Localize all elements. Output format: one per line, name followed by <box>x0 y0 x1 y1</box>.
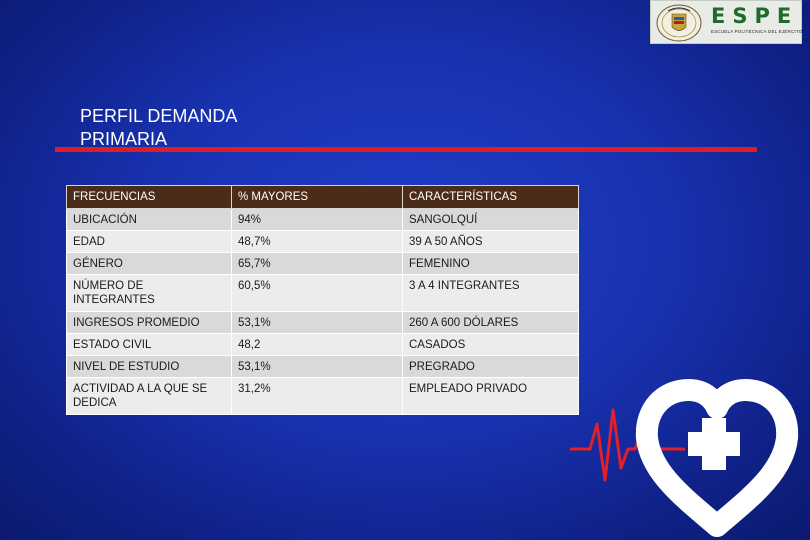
cell-frecuencia: EDAD <box>66 230 232 253</box>
cell-frecuencia: ESTADO CIVIL <box>66 333 232 356</box>
table-row: ESTADO CIVIL 48,2 CASADOS <box>66 333 579 356</box>
table-row: INGRESOS PROMEDIO 53,1% 260 A 600 DÓLARE… <box>66 311 579 334</box>
column-header-caracteristicas: CARACTERÍSTICAS <box>402 185 579 209</box>
cell-frecuencia: INGRESOS PROMEDIO <box>66 311 232 334</box>
cell-mayores: 53,1% <box>231 355 403 378</box>
cell-caracteristica: CASADOS <box>402 333 579 356</box>
cell-frecuencia: NÚMERO DE INTEGRANTES <box>66 274 232 312</box>
cell-mayores: 48,7% <box>231 230 403 253</box>
table-row: GÉNERO 65,7% FEMENINO <box>66 252 579 275</box>
cell-mayores: 31,2% <box>231 377 403 415</box>
table-row: NIVEL DE ESTUDIO 53,1% PREGRADO <box>66 355 579 378</box>
cell-mayores: 65,7% <box>231 252 403 275</box>
table-row: ACTIVIDAD A LA QUE SE DEDICA 31,2% EMPLE… <box>66 377 579 415</box>
heart-with-cross-ecg-icon <box>570 379 799 537</box>
table-row: UBICACIÓN 94% SANGOLQUÍ <box>66 208 579 231</box>
column-header-frecuencias: FRECUENCIAS <box>66 185 232 209</box>
page-title-line-1: PERFIL DEMANDA <box>80 106 238 126</box>
page-title: PERFIL DEMANDA PRIMARIA <box>80 105 237 151</box>
table-row: EDAD 48,7% 39 A 50 AÑOS <box>66 230 579 253</box>
logo-title: ESPE <box>711 4 799 28</box>
cell-caracteristica: EMPLEADO PRIVADO <box>402 377 579 415</box>
cell-caracteristica: FEMENINO <box>402 252 579 275</box>
cell-mayores: 48,2 <box>231 333 403 356</box>
table-row: NÚMERO DE INTEGRANTES 60,5% 3 A 4 INTEGR… <box>66 274 579 312</box>
cell-mayores: 94% <box>231 208 403 231</box>
cell-frecuencia: ACTIVIDAD A LA QUE SE DEDICA <box>66 377 232 415</box>
medical-cross-icon <box>688 418 740 470</box>
logo-subtitle: ESCUELA POLITÉCNICA DEL EJÉRCITO <box>711 29 803 34</box>
title-underline <box>55 147 757 152</box>
column-header-mayores: % MAYORES <box>231 185 403 209</box>
cell-frecuencia: NIVEL DE ESTUDIO <box>66 355 232 378</box>
cell-mayores: 53,1% <box>231 311 403 334</box>
cell-caracteristica: 39 A 50 AÑOS <box>402 230 579 253</box>
heart-outline <box>635 379 799 537</box>
cell-frecuencia: UBICACIÓN <box>66 208 232 231</box>
cell-mayores: 60,5% <box>231 274 403 312</box>
cell-caracteristica: 3 A 4 INTEGRANTES <box>402 274 579 312</box>
demand-profile-table: FRECUENCIAS % MAYORES CARACTERÍSTICAS UB… <box>66 185 579 415</box>
university-seal-icon <box>656 4 702 42</box>
cell-caracteristica: SANGOLQUÍ <box>402 208 579 231</box>
cell-frecuencia: GÉNERO <box>66 252 232 275</box>
espe-logo: ESPE ESCUELA POLITÉCNICA DEL EJÉRCITO <box>650 0 802 44</box>
page-title-line-2: PRIMARIA <box>80 129 168 149</box>
table-header-row: FRECUENCIAS % MAYORES CARACTERÍSTICAS <box>66 185 579 209</box>
cell-caracteristica: PREGRADO <box>402 355 579 378</box>
cell-caracteristica: 260 A 600 DÓLARES <box>402 311 579 334</box>
